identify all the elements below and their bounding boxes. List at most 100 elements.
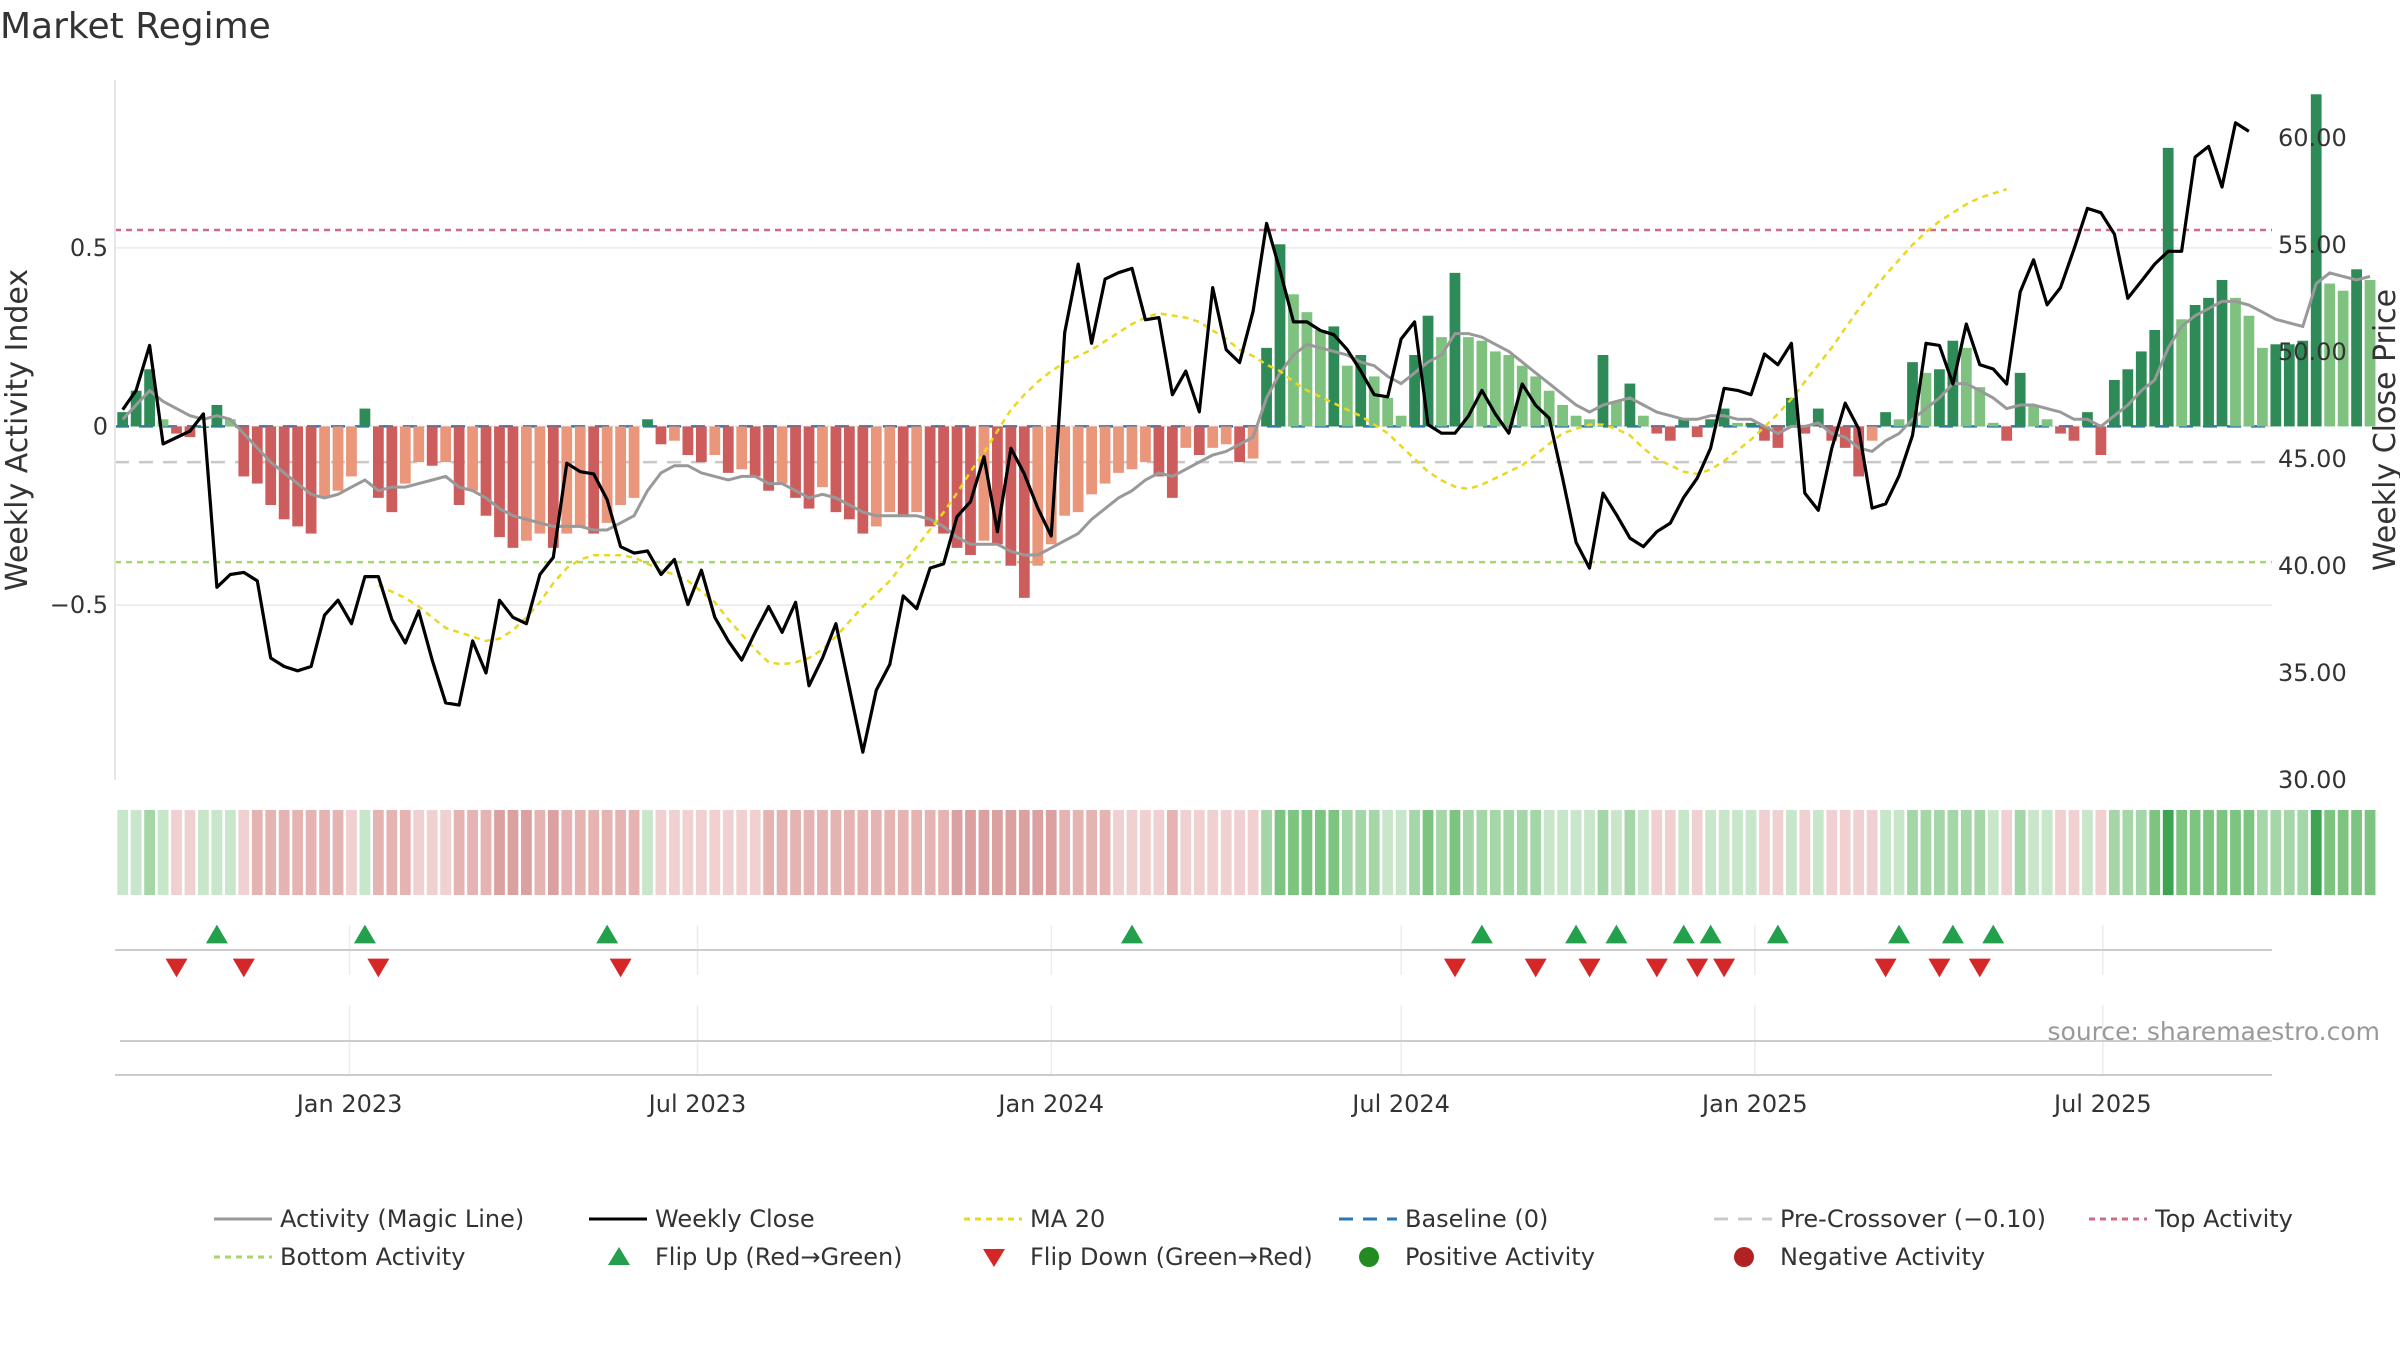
activity-bar <box>1207 426 1219 448</box>
regime-cell <box>426 810 438 895</box>
regime-cell <box>1745 810 1757 895</box>
regime-cell <box>1516 810 1528 895</box>
flip-up-marker <box>1672 924 1695 944</box>
activity-bar <box>2162 147 2174 427</box>
magic-line <box>121 271 2371 557</box>
regime-cell <box>642 810 653 895</box>
legend-symbol <box>2089 1217 2147 1221</box>
regime-cell <box>224 810 236 895</box>
activity-bar <box>440 426 452 463</box>
regime-cell <box>588 810 600 895</box>
regime-cell <box>2162 810 2174 895</box>
regime-cell <box>1934 810 1945 895</box>
regime-cell <box>1072 810 1084 895</box>
regime-cell <box>951 810 963 895</box>
regime-cell <box>1530 810 1542 895</box>
regime-cell <box>1261 810 1272 895</box>
regime-cell <box>1893 810 1905 895</box>
legend-item: Activity (Magic Line) <box>210 1205 585 1233</box>
y-right-axis-label: Weekly Close Price <box>2368 289 2400 571</box>
y-left-tick-label: −0.5 <box>50 591 108 619</box>
activity-bar <box>144 369 155 427</box>
activity-bar <box>413 426 425 463</box>
flip-up-marker <box>1699 924 1722 944</box>
regime-cell <box>1288 810 1299 895</box>
activity-bar <box>830 426 842 513</box>
activity-bar <box>1005 426 1017 566</box>
regime-cell <box>1570 810 1582 895</box>
activity-bar <box>346 426 357 477</box>
legend-symbol <box>1339 1217 1397 1221</box>
activity-bar <box>2230 297 2241 427</box>
regime-cell <box>2189 810 2201 895</box>
activity-bar <box>1032 426 1044 566</box>
legend-item: Bottom Activity <box>210 1243 585 1271</box>
activity-bar <box>386 426 398 513</box>
x-tick-label: Jul 2023 <box>647 1090 747 1118</box>
y-right-tick-label: 40.00 <box>2278 552 2347 580</box>
legend-dot <box>1359 1247 1379 1267</box>
legend-symbol <box>1714 1217 1772 1221</box>
activity-bar <box>1355 355 1367 427</box>
activity-bar <box>1436 337 1447 427</box>
regime-cell <box>763 810 775 895</box>
activity-bar <box>1530 376 1542 427</box>
regime-cell <box>211 810 223 895</box>
regime-cell <box>736 810 748 895</box>
activity-bar <box>615 426 626 505</box>
flip-down-marker <box>1443 958 1466 978</box>
regime-cell <box>2337 810 2349 895</box>
regime-cell <box>1140 810 1151 895</box>
x-tick-label: Jan 2025 <box>1700 1090 1808 1118</box>
regime-cell <box>1220 810 1232 895</box>
activity-bar <box>776 426 788 484</box>
legend-item: Negative Activity <box>1710 1243 2085 1271</box>
regime-cell <box>628 810 640 895</box>
regime-cell <box>2176 810 2188 895</box>
regime-cell <box>1314 810 1326 895</box>
activity-bar <box>1045 426 1057 545</box>
regime-cell <box>467 810 478 895</box>
x-tick-label: Jul 2024 <box>1350 1090 1450 1118</box>
activity-bar <box>1409 355 1420 427</box>
activity-bar <box>2270 344 2282 427</box>
y-left-tick-label: 0 <box>93 412 108 440</box>
legend-symbol <box>589 1217 647 1221</box>
activity-bar <box>547 426 559 548</box>
regime-cell <box>1597 810 1609 895</box>
regime-cell <box>1099 810 1111 895</box>
regime-cell <box>1947 810 1959 895</box>
flip-up-marker <box>1120 924 1143 944</box>
regime-cell <box>1207 810 1219 895</box>
activity-bar <box>561 426 573 534</box>
legend-triangle-down <box>983 1249 1005 1267</box>
regime-cell <box>399 810 411 895</box>
activity-bar <box>1247 426 1259 459</box>
regime-cell <box>749 810 761 895</box>
activity-bar <box>171 426 182 434</box>
activity-bar <box>319 426 330 498</box>
flip-up-marker <box>1888 924 1911 944</box>
regime-cell <box>817 810 828 895</box>
activity-bar <box>332 426 344 491</box>
regime-cell <box>1355 810 1367 895</box>
activity-bar <box>1543 390 1555 427</box>
activity-bar <box>1382 397 1394 427</box>
regime-cell <box>870 810 882 895</box>
y-right-tick-label: 55.00 <box>2278 231 2347 259</box>
activity-bar <box>1611 401 1622 427</box>
tick-labels: Jan 2023 Jul 2023 Jan 2024 Jul 2024 Jan 2025… <box>50 124 2347 1118</box>
regime-cell <box>1436 810 1447 895</box>
regime-cell <box>1772 810 1784 895</box>
activity-bar <box>1099 426 1111 484</box>
regime-cell <box>655 810 667 895</box>
regime-cell <box>1166 810 1178 895</box>
regime-cell <box>1126 810 1138 895</box>
regime-cell <box>1395 810 1407 895</box>
activity-bar <box>1261 347 1272 427</box>
flip-up-marker <box>1565 924 1588 944</box>
activity-bar <box>1597 355 1609 427</box>
regime-cell <box>1678 810 1690 895</box>
activity-bar <box>1624 383 1636 427</box>
activity-bar <box>292 426 304 527</box>
